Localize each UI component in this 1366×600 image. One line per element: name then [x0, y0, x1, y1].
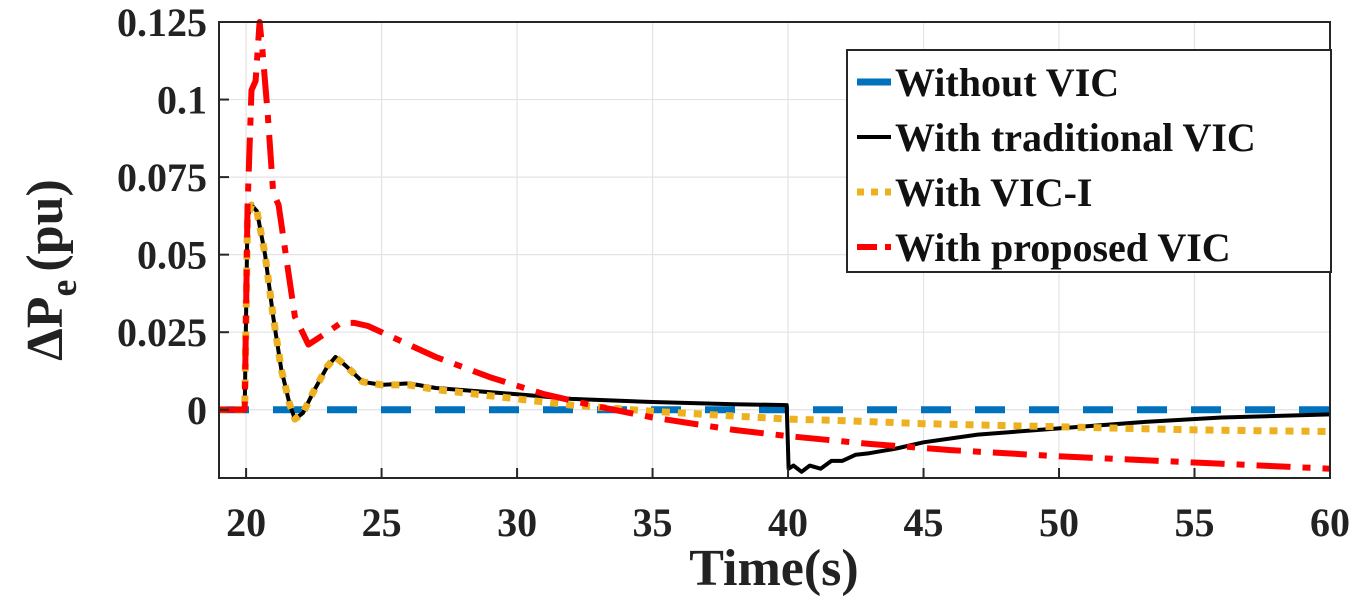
y-tick-label: 0.125	[117, 0, 207, 45]
x-tick-labels: 20 25 30 35 40 45 50 55 60	[226, 500, 1350, 545]
y-axis-label: ΔPe (pu)	[17, 179, 85, 361]
ticks	[219, 21, 1331, 478]
x-tick-label: 20	[226, 500, 266, 545]
series-line-3	[219, 201, 1331, 435]
legend-label-2: With traditional VIC	[895, 115, 1256, 160]
y-axis-label-sub: e	[43, 280, 85, 297]
x-tick-label: 45	[904, 500, 944, 545]
legend-label-1: Without VIC	[895, 60, 1119, 105]
x-tick-label: 60	[1310, 500, 1350, 545]
x-tick-label: 40	[768, 500, 808, 545]
y-axis-label-unit: (pu)	[17, 179, 74, 271]
x-tick-label: 35	[633, 500, 673, 545]
legend-box	[846, 49, 1332, 273]
series-layer	[219, 19, 1331, 474]
x-tick-label: 50	[1039, 500, 1079, 545]
y-axis-label-main: ΔP	[17, 296, 74, 360]
svg-text:ΔPe(pu): ΔPe (pu)	[17, 179, 85, 361]
y-tick-label: 0.025	[117, 310, 207, 355]
series-line-4	[219, 19, 1331, 472]
series-line-2	[219, 203, 1331, 474]
y-tick-labels: 0 0.025 0.05 0.075 0.1 0.125	[117, 0, 207, 433]
x-tick-label: 25	[362, 500, 402, 545]
y-tick-label: 0.075	[117, 155, 207, 200]
legend-label-3: With VIC-I	[895, 170, 1092, 215]
x-axis-label: Time(s)	[689, 540, 858, 597]
y-tick-label: 0.05	[137, 233, 207, 278]
y-tick-label: 0	[187, 388, 207, 433]
legend: Without VIC With traditional VIC With VIC-…	[846, 49, 1332, 273]
legend-label-4: With proposed VIC	[895, 225, 1231, 270]
x-tick-label: 30	[497, 500, 537, 545]
y-tick-label: 0.1	[157, 78, 207, 123]
x-tick-label: 55	[1175, 500, 1215, 545]
